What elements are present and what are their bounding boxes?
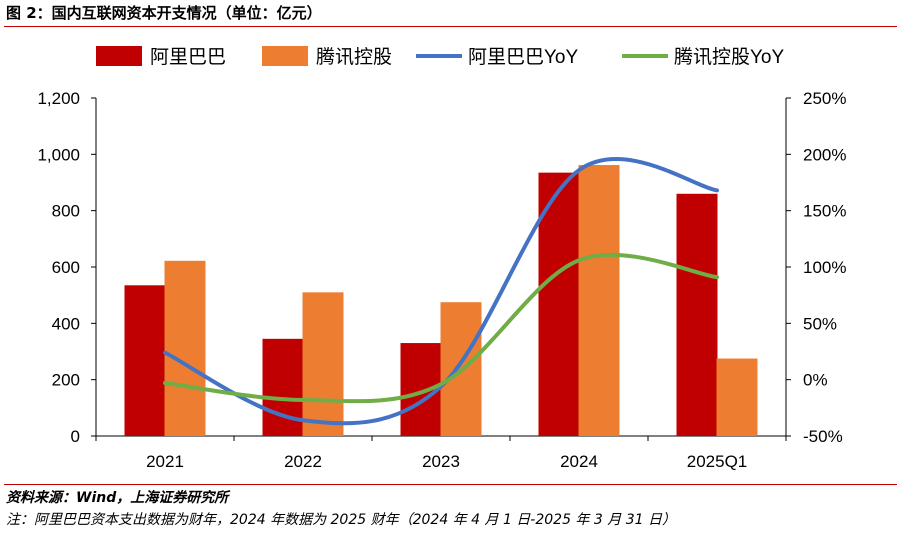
left-tick-label: 1,000 (37, 145, 80, 164)
left-tick-label: 400 (52, 314, 80, 333)
chart: 0 200 400 600 800 1,000 1,200 -50% 0% 50% 100% 150%… (37, 46, 846, 471)
note-text: 注：阿里巴巴资本支出数据为财年，2024 年数据为 2025 财年（2024 年… (6, 512, 676, 528)
right-tick-label: 200% (803, 145, 846, 164)
bottom-divider (4, 484, 897, 485)
left-tick-label: 0 (71, 427, 80, 446)
x-tick-label: 2023 (422, 452, 460, 471)
x-tick-label: 2021 (146, 452, 184, 471)
legend-label: 腾讯控股 (316, 46, 392, 68)
bar-tencent (164, 260, 206, 436)
source-text: 资料来源：Wind，上海证券研究所 (6, 490, 229, 506)
bar-alibaba (676, 193, 718, 436)
right-tick-label: 250% (803, 89, 846, 108)
left-tick-label: 800 (52, 202, 80, 221)
bar-tencent (716, 358, 758, 436)
right-tick-label: 100% (803, 258, 846, 277)
bar-alibaba (124, 285, 166, 436)
bar-alibaba (538, 172, 580, 436)
x-tick-label: 2022 (284, 452, 322, 471)
right-tick-label: 150% (803, 202, 846, 221)
x-tick-label: 2024 (560, 452, 598, 471)
top-divider (4, 26, 897, 27)
legend-label: 阿里巴巴YoY (468, 46, 578, 68)
right-tick-label: 50% (803, 314, 837, 333)
right-tick-label: -50% (803, 427, 843, 446)
legend-label: 阿里巴巴 (150, 46, 226, 68)
left-tick-label: 600 (52, 258, 80, 277)
chart-title: 图 2：国内互联网资本开支情况（单位：亿元） (6, 4, 322, 22)
x-tick-label: 2025Q1 (687, 452, 748, 471)
legend-label: 腾讯控股YoY (674, 46, 784, 68)
bar-tencent (302, 292, 344, 436)
legend-swatch (96, 46, 142, 66)
left-tick-label: 200 (52, 371, 80, 390)
right-tick-label: 0% (803, 371, 828, 390)
bar-alibaba (262, 338, 304, 436)
left-tick-label: 1,200 (37, 89, 80, 108)
bar-tencent (578, 165, 620, 436)
line-series-tencent-yoy (163, 252, 719, 404)
legend-swatch (262, 46, 308, 66)
